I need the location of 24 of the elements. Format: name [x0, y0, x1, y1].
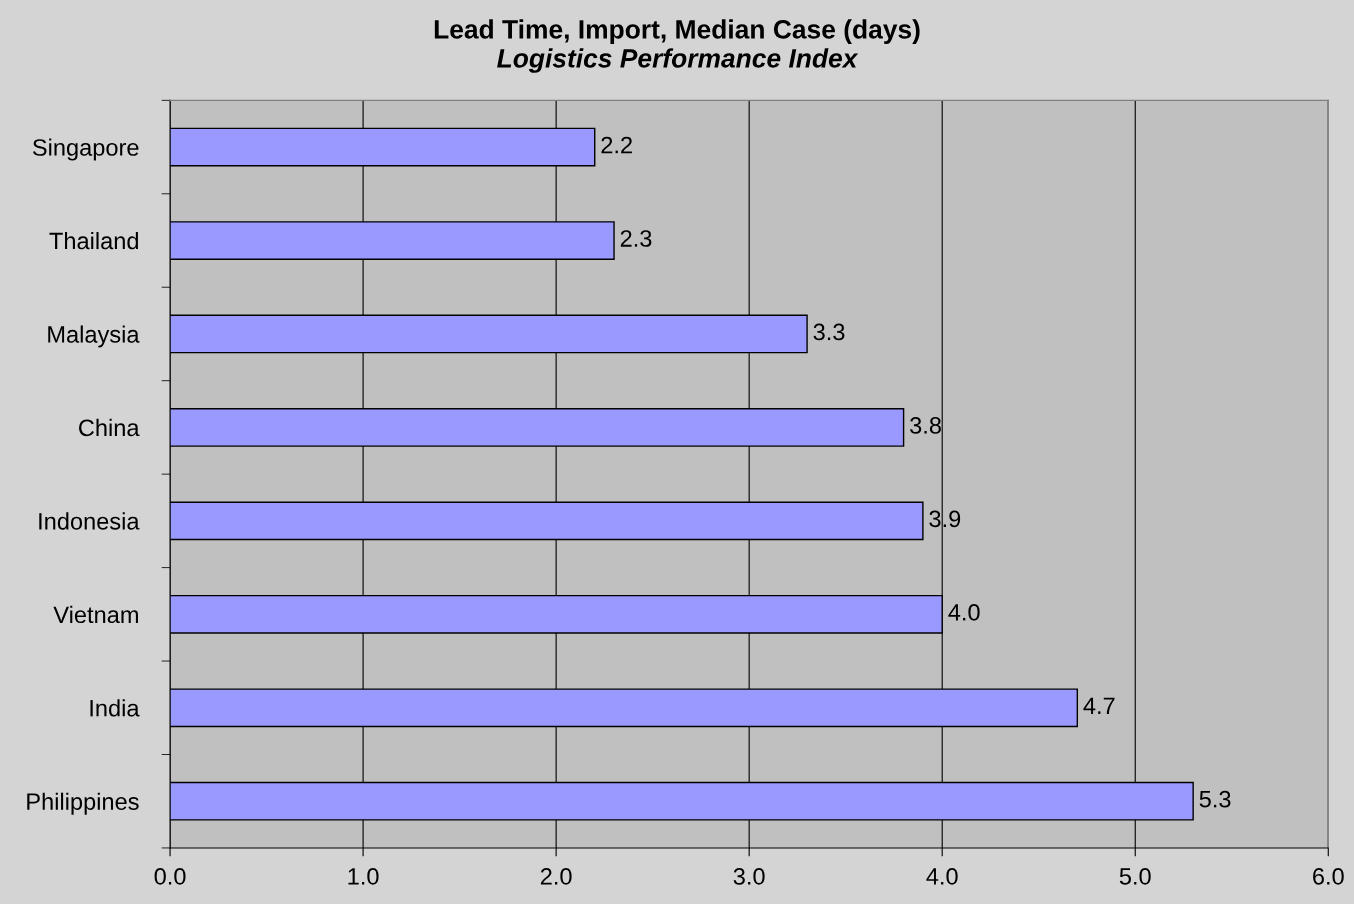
y-tick-label: Vietnam	[53, 605, 138, 624]
data-label: 4.7	[1083, 697, 1115, 714]
data-label: 2.3	[620, 230, 652, 247]
data-label: 3.3	[813, 323, 845, 341]
x-tick-label: 4.0	[926, 868, 958, 885]
data-label: 5.3	[1199, 790, 1231, 808]
x-tick-label: 0.0	[154, 868, 186, 885]
data-label: 4.0	[948, 603, 980, 621]
x-tick-label: 2.0	[540, 868, 572, 885]
x-tick-label: 3.0	[733, 868, 765, 885]
data-label: 2.2	[601, 136, 632, 154]
y-tick-label: India	[90, 699, 140, 717]
x-tick-label: 1.0	[348, 868, 379, 885]
x-tick-label: 6.0	[1313, 868, 1344, 885]
y-tick-label: China	[79, 418, 140, 437]
chart-subtitle: Logistics Performance Index	[497, 48, 859, 73]
y-tick-label: Singapore	[32, 138, 139, 161]
y-tick-label: Malaysia	[48, 325, 140, 348]
x-tick-label: 5.0	[1119, 868, 1151, 885]
data-label: 3.8	[910, 417, 941, 434]
y-tick-label: Philippines	[27, 792, 139, 815]
y-tick-label: Indonesia	[39, 512, 140, 530]
y-tick-label: Thailand	[49, 231, 138, 250]
chart-title: Lead Time, Import, Median Case (days)	[434, 19, 920, 44]
